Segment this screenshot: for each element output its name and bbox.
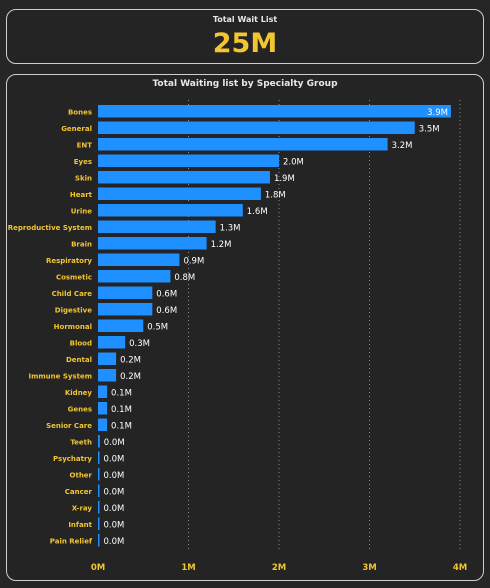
chart-title: Total Waiting list by Specialty Group [152,79,338,89]
category-label: Child Care [52,290,93,298]
data-label: 0.6M [156,289,177,299]
grid-layer [188,100,461,551]
data-label: 1.6M [247,207,268,217]
bar[interactable] [98,484,100,498]
bar[interactable] [98,138,388,151]
data-label: 1.9M [274,174,295,184]
category-label: Immune System [28,372,92,380]
bar[interactable] [98,105,451,118]
data-label: 0.3M [129,339,150,349]
data-label: 0.0M [104,537,125,547]
bar[interactable] [98,534,100,547]
bar[interactable] [98,171,270,184]
data-label: 3.9M [427,108,448,118]
category-label: Teeth [70,438,92,446]
category-label: ENT [77,141,93,149]
bar[interactable] [98,501,100,514]
bar[interactable] [98,435,100,448]
category-label: Dental [66,356,92,364]
category-label: Senior Care [46,422,92,430]
category-label: X-ray [72,504,93,512]
bar[interactable] [98,319,144,333]
category-label: Hormonal [54,323,92,331]
bar[interactable] [98,451,100,465]
category-label: Blood [70,339,92,347]
bar[interactable] [98,517,100,531]
category-label: Eyes [74,158,92,166]
bar-layer [98,105,451,547]
data-label: 0.0M [104,487,125,497]
data-label: 0.0M [104,454,125,464]
kpi-card: Total Wait List 25M [6,9,484,64]
data-label: 0.1M [111,388,132,398]
x-axis: 0M 1M 2M 3M 4M [91,563,467,573]
bar[interactable] [98,468,100,481]
category-label: Cancer [65,488,93,496]
data-label: 0.1M [111,421,132,431]
category-label: Urine [71,207,93,215]
category-label: Other [70,471,93,479]
category-label: Psychatry [53,455,92,463]
category-label: Heart [70,191,93,199]
data-label: 0.2M [120,372,141,382]
data-label: 0.0M [104,520,125,530]
x-tick-label: 0M [91,563,105,573]
bar[interactable] [98,402,108,415]
category-label: Reproductive System [8,224,92,232]
category-label: Cosmetic [56,273,92,281]
category-label: Digestive [55,306,92,314]
bar[interactable] [98,187,261,201]
data-label: 3.5M [419,124,440,134]
label-layer: Bones 3.9M General 3.5M ENT 3.2M Eyes 2.0M Skin 1… [8,108,448,547]
data-label: 0.0M [104,471,125,481]
data-label: 0.2M [120,355,141,365]
data-label: 1.2M [211,240,232,250]
x-tick-label: 3M [362,563,376,573]
bar[interactable] [98,204,243,217]
x-tick-label: 1M [181,563,195,573]
bar[interactable] [98,154,279,168]
bar[interactable] [98,237,207,250]
data-label: 1.3M [220,223,241,233]
category-label: Bones [68,108,92,116]
data-label: 1.8M [265,190,286,200]
bar[interactable] [98,352,117,366]
category-label: Brain [71,240,92,248]
bar[interactable] [98,303,153,316]
category-label: Kidney [65,389,93,397]
x-tick-label: 4M [453,563,467,573]
data-label: 0.1M [111,405,132,415]
data-label: 0.6M [156,306,177,316]
category-label: General [61,125,92,133]
category-label: Infant [68,521,92,529]
data-label: 0.8M [174,273,195,283]
data-label: 0.0M [104,504,125,514]
bar[interactable] [98,253,180,267]
bar[interactable] [98,385,108,399]
kpi-value: 25M [212,28,278,59]
bar[interactable] [98,418,108,432]
bar[interactable] [98,369,117,382]
bar[interactable] [98,121,415,135]
bar[interactable] [98,220,216,234]
bar[interactable] [98,336,126,349]
data-label: 3.2M [392,141,413,151]
kpi-label: Total Wait List [212,15,278,24]
data-label: 0.5M [147,322,168,332]
x-tick-label: 2M [272,563,286,573]
data-label: 0.9M [183,256,204,266]
data-label: 2.0M [283,157,304,167]
bar[interactable] [98,286,153,300]
category-label: Respiratory [46,257,92,265]
bar[interactable] [98,270,171,283]
category-label: Skin [75,174,92,182]
category-label: Genes [68,405,92,413]
data-label: 0.0M [104,438,125,448]
category-label: Pain Relief [50,537,93,545]
